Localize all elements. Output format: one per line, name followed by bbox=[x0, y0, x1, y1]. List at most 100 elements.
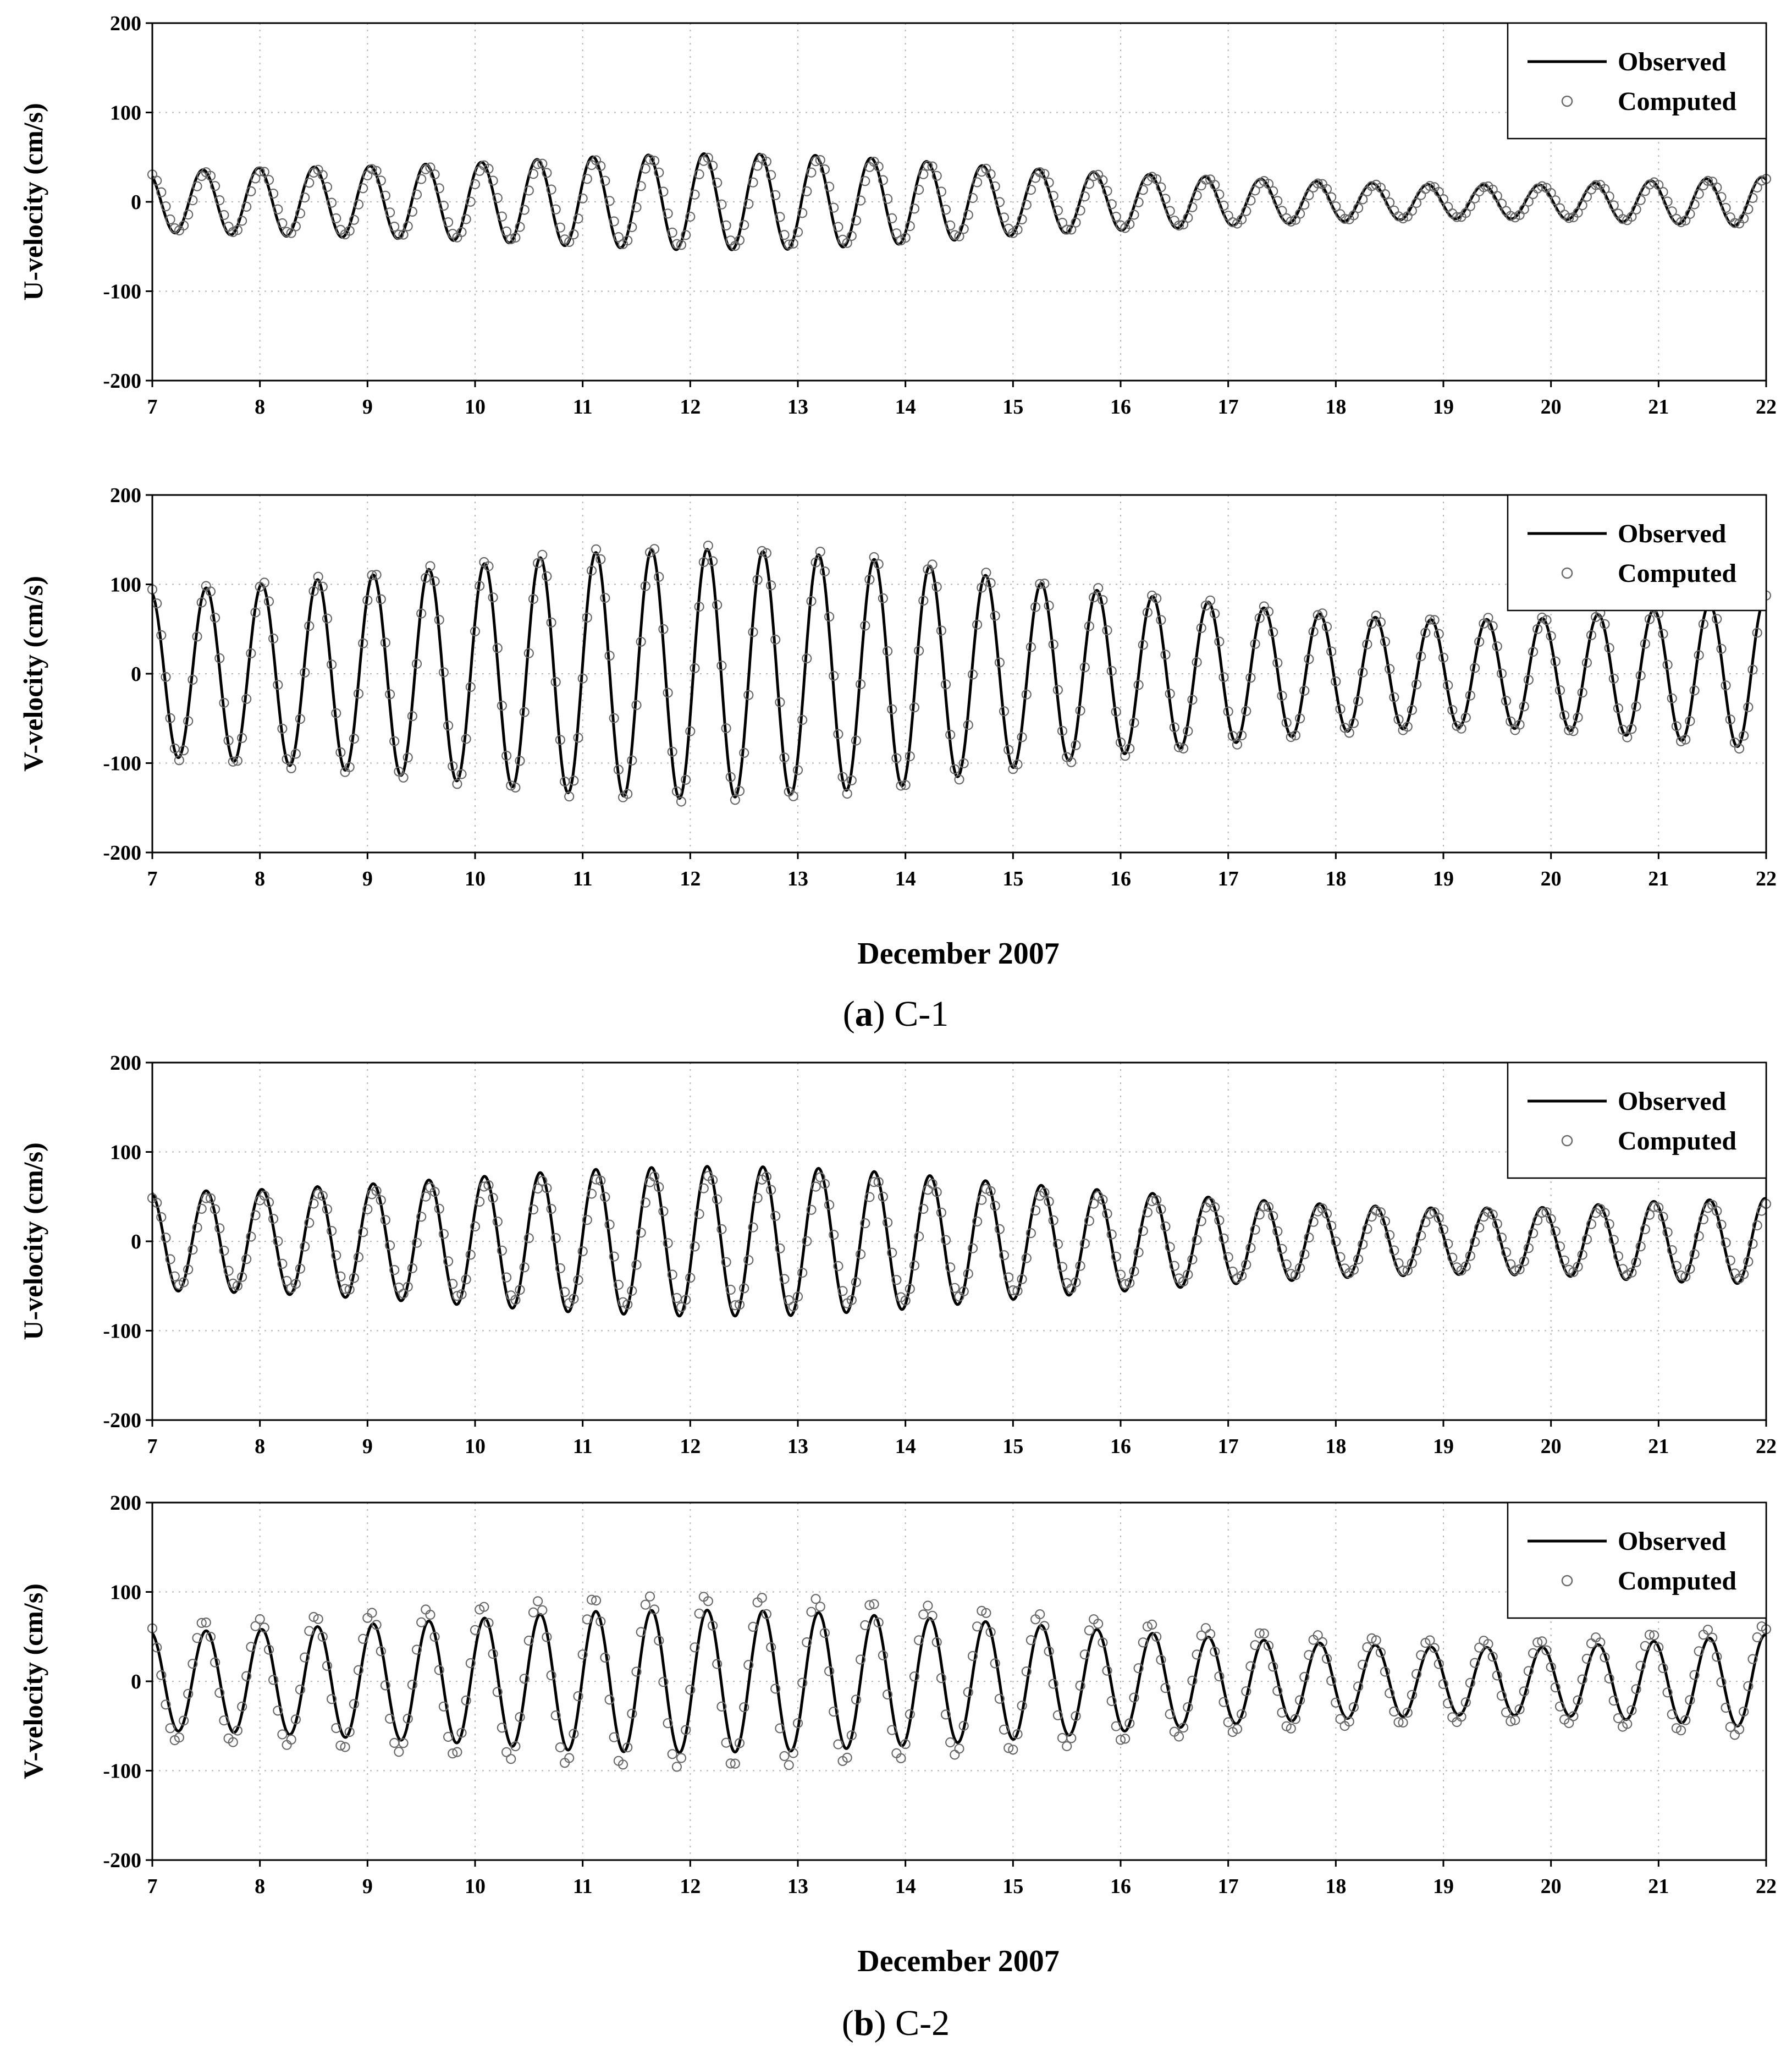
computed-point bbox=[743, 1660, 754, 1670]
computed-point bbox=[174, 755, 184, 766]
computed-point bbox=[644, 154, 655, 164]
computed-point bbox=[1223, 1252, 1233, 1262]
computed-point bbox=[349, 214, 360, 225]
computed-point bbox=[1550, 656, 1561, 667]
computed-point bbox=[1138, 1637, 1148, 1648]
computed-point bbox=[654, 571, 664, 582]
y-tick-label: -200 bbox=[103, 1849, 141, 1872]
computed-point bbox=[636, 1228, 646, 1238]
computed-point bbox=[523, 1635, 534, 1646]
computed-point bbox=[1030, 602, 1041, 612]
x-tick-label: 21 bbox=[1648, 1875, 1669, 1898]
computed-point bbox=[1052, 685, 1063, 695]
computed-point bbox=[295, 714, 306, 724]
x-tick-label: 15 bbox=[1002, 867, 1023, 890]
computed-point bbox=[438, 1701, 449, 1712]
computed-point bbox=[201, 1618, 211, 1628]
computed-point bbox=[183, 210, 194, 220]
computed-point bbox=[878, 175, 889, 185]
computed-point bbox=[1604, 1219, 1614, 1229]
computed-point bbox=[775, 697, 785, 708]
x-tick-label: 17 bbox=[1218, 1435, 1239, 1458]
computed-point bbox=[676, 1302, 687, 1312]
computed-point bbox=[492, 192, 503, 203]
computed-point bbox=[1631, 204, 1641, 214]
computed-point bbox=[663, 687, 673, 698]
computed-point bbox=[452, 1291, 462, 1301]
computed-point bbox=[1183, 1702, 1193, 1713]
computed-point bbox=[479, 1181, 489, 1192]
computed-point bbox=[434, 1665, 444, 1675]
computed-point bbox=[241, 201, 252, 212]
computed-point bbox=[250, 607, 261, 618]
series-computed bbox=[147, 1171, 1772, 1312]
computed-point bbox=[1079, 662, 1090, 673]
computed-point bbox=[304, 178, 315, 188]
computed-point bbox=[1245, 195, 1256, 206]
computed-point bbox=[228, 1737, 238, 1747]
caption-group-b: (b) C-2 bbox=[842, 2003, 950, 2043]
computed-point bbox=[936, 1207, 947, 1218]
computed-point bbox=[1712, 614, 1722, 624]
computed-point bbox=[905, 1284, 915, 1294]
computed-point bbox=[1268, 627, 1278, 637]
computed-point bbox=[1331, 201, 1341, 212]
computed-point bbox=[716, 199, 727, 210]
computed-point bbox=[501, 750, 512, 761]
computed-point bbox=[1017, 732, 1027, 742]
computed-point bbox=[1268, 1211, 1278, 1222]
computed-point bbox=[179, 1715, 189, 1726]
computed-point bbox=[358, 1227, 368, 1237]
computed-point bbox=[1465, 1251, 1475, 1261]
computed-point bbox=[1640, 1224, 1650, 1235]
computed-point bbox=[721, 220, 731, 230]
computed-point bbox=[1402, 1707, 1413, 1718]
computed-point bbox=[1747, 1239, 1758, 1249]
computed-point bbox=[1573, 1695, 1583, 1706]
computed-point bbox=[1200, 174, 1211, 185]
computed-point bbox=[752, 161, 763, 171]
computed-point bbox=[214, 1223, 225, 1234]
computed-point bbox=[497, 211, 508, 222]
computed-point bbox=[1232, 1724, 1243, 1734]
computed-point bbox=[1129, 210, 1139, 220]
computed-point bbox=[1223, 706, 1233, 717]
computed-point bbox=[663, 208, 673, 219]
x-tick-label: 17 bbox=[1218, 395, 1239, 419]
computed-point bbox=[1044, 601, 1054, 611]
computed-point bbox=[752, 574, 763, 585]
computed-point bbox=[703, 540, 714, 551]
computed-point bbox=[748, 177, 758, 188]
computed-point bbox=[1237, 214, 1247, 225]
computed-point bbox=[380, 190, 391, 201]
computed-point bbox=[1165, 1709, 1175, 1719]
computed-point bbox=[1626, 724, 1637, 734]
computed-point bbox=[398, 229, 409, 240]
computed-point bbox=[842, 1752, 852, 1763]
computed-point bbox=[246, 186, 256, 196]
computed-point bbox=[1537, 1636, 1547, 1647]
computed-point bbox=[1438, 194, 1449, 205]
computed-point bbox=[1608, 200, 1619, 211]
computed-point bbox=[353, 199, 364, 210]
computed-point bbox=[1241, 206, 1251, 216]
computed-point bbox=[1671, 1723, 1681, 1734]
computed-point bbox=[156, 187, 167, 197]
computed-point bbox=[1012, 759, 1023, 769]
computed-point bbox=[891, 1275, 902, 1285]
computed-point bbox=[263, 596, 274, 607]
computed-point bbox=[300, 192, 310, 203]
computed-point bbox=[1433, 186, 1444, 197]
computed-point bbox=[1263, 606, 1274, 617]
computed-point bbox=[223, 735, 234, 746]
computed-point bbox=[658, 186, 669, 197]
computed-point bbox=[806, 1204, 817, 1215]
computed-point bbox=[273, 680, 283, 690]
legend-label-computed: Computed bbox=[1618, 87, 1736, 116]
computed-point bbox=[488, 592, 498, 603]
computed-point bbox=[1411, 1245, 1422, 1256]
computed-point bbox=[317, 581, 328, 592]
computed-point bbox=[331, 1723, 341, 1734]
computed-point bbox=[1321, 184, 1332, 194]
computed-point bbox=[165, 713, 175, 723]
